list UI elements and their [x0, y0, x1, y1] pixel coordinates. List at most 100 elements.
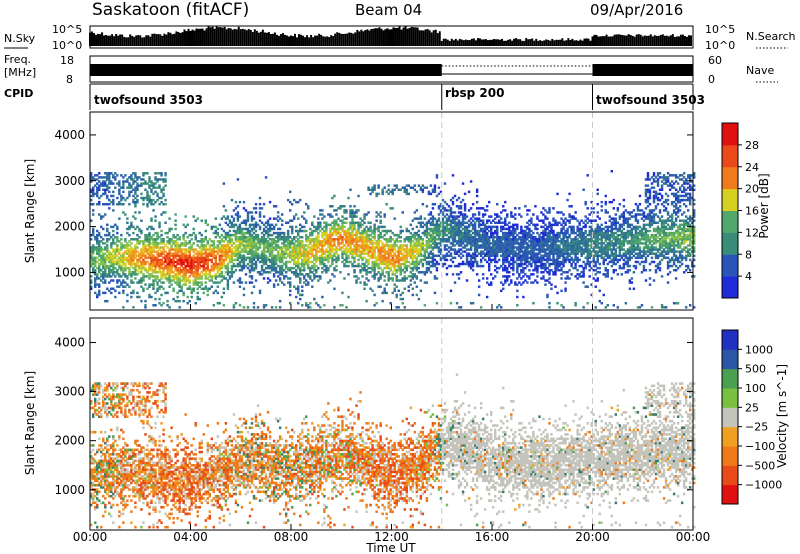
power-cell [291, 219, 294, 222]
power-cell [520, 283, 523, 286]
power-cell [457, 248, 461, 251]
power-cell [341, 256, 344, 260]
power-cell [341, 291, 344, 295]
power-cell [341, 238, 344, 241]
power-cell [297, 287, 300, 291]
power-cell [226, 281, 230, 284]
power-cell [303, 266, 306, 270]
power-cell [445, 217, 449, 220]
power-cell [162, 252, 165, 255]
power-cell [234, 252, 238, 255]
power-cell [365, 231, 368, 235]
power-cell [453, 227, 457, 231]
power-cell [140, 271, 143, 274]
power-cell [102, 260, 105, 264]
power-cell [124, 285, 127, 288]
power-cell [156, 289, 159, 293]
power-cell [258, 211, 262, 214]
power-cell [236, 219, 240, 222]
power-cell [238, 223, 242, 227]
power-cell [347, 231, 350, 235]
power-cell [504, 264, 507, 268]
power-cell [367, 235, 370, 239]
power-cell [477, 221, 481, 225]
power-cell [90, 198, 93, 202]
power-cell [236, 231, 240, 235]
power-cell [393, 266, 396, 270]
power-cell [337, 258, 340, 262]
power-cell [516, 223, 519, 227]
power-cell [94, 174, 97, 177]
power-cell [138, 271, 141, 274]
power-cell [451, 219, 455, 222]
power-cell [395, 264, 398, 268]
power-cell [282, 252, 286, 255]
power-cell [146, 190, 149, 194]
power-cell [405, 256, 408, 260]
power-cell [369, 221, 372, 225]
power-cell [347, 254, 350, 258]
power-cell [212, 252, 216, 255]
power-cell [174, 260, 177, 264]
power-cell [112, 238, 115, 241]
power-cell [156, 238, 159, 241]
power-cell [389, 248, 392, 251]
power-cell [381, 188, 384, 192]
power-cell [156, 271, 159, 274]
power-cell [502, 256, 505, 260]
power-cell [498, 240, 501, 243]
power-cell [130, 295, 133, 299]
power-cell [104, 192, 107, 196]
power-cell [359, 252, 362, 255]
power-cell [347, 256, 350, 260]
power-cell [477, 233, 481, 237]
power-cell [202, 246, 205, 249]
power-cell [212, 248, 216, 251]
power-cell [487, 215, 491, 218]
power-cell [90, 176, 93, 179]
power-cell [124, 252, 127, 255]
power-cell [102, 202, 105, 206]
power-cell [475, 244, 479, 247]
power-cell [297, 266, 300, 270]
power-cell [96, 190, 99, 194]
power-cell [371, 244, 374, 247]
power-cell [120, 264, 123, 268]
power-cell [196, 268, 199, 272]
power-cell [288, 200, 292, 204]
power-cell [391, 256, 394, 260]
power-cell [508, 242, 511, 245]
power-cell [114, 289, 117, 293]
power-cell [146, 287, 149, 291]
power-cell [461, 213, 465, 216]
power-cell [118, 248, 121, 251]
power-cell [148, 238, 151, 241]
power-cell [431, 262, 435, 266]
power-cell [357, 250, 360, 253]
power-cell [500, 306, 503, 309]
power-cell [92, 176, 95, 179]
power-cell [333, 275, 336, 278]
power-cell [250, 268, 254, 272]
power-cell [431, 190, 435, 194]
power-cell [240, 238, 244, 241]
power-cell [228, 238, 232, 241]
power-cell [471, 235, 475, 239]
beam-title: Beam 04 [355, 1, 422, 19]
power-cell [471, 262, 475, 266]
power-cell [256, 254, 260, 258]
power-cell [463, 231, 467, 235]
power-cell [369, 256, 372, 260]
power-cell [359, 217, 362, 220]
power-cell [377, 256, 380, 260]
power-cell [427, 213, 431, 216]
power-cell [353, 271, 356, 274]
power-cell [504, 221, 507, 225]
power-cell [148, 293, 151, 297]
power-cell [180, 279, 183, 282]
power-cell [168, 260, 171, 264]
power-cell [508, 260, 511, 264]
power-cell [483, 233, 487, 237]
power-cell [423, 256, 427, 260]
power-cell [118, 188, 121, 192]
